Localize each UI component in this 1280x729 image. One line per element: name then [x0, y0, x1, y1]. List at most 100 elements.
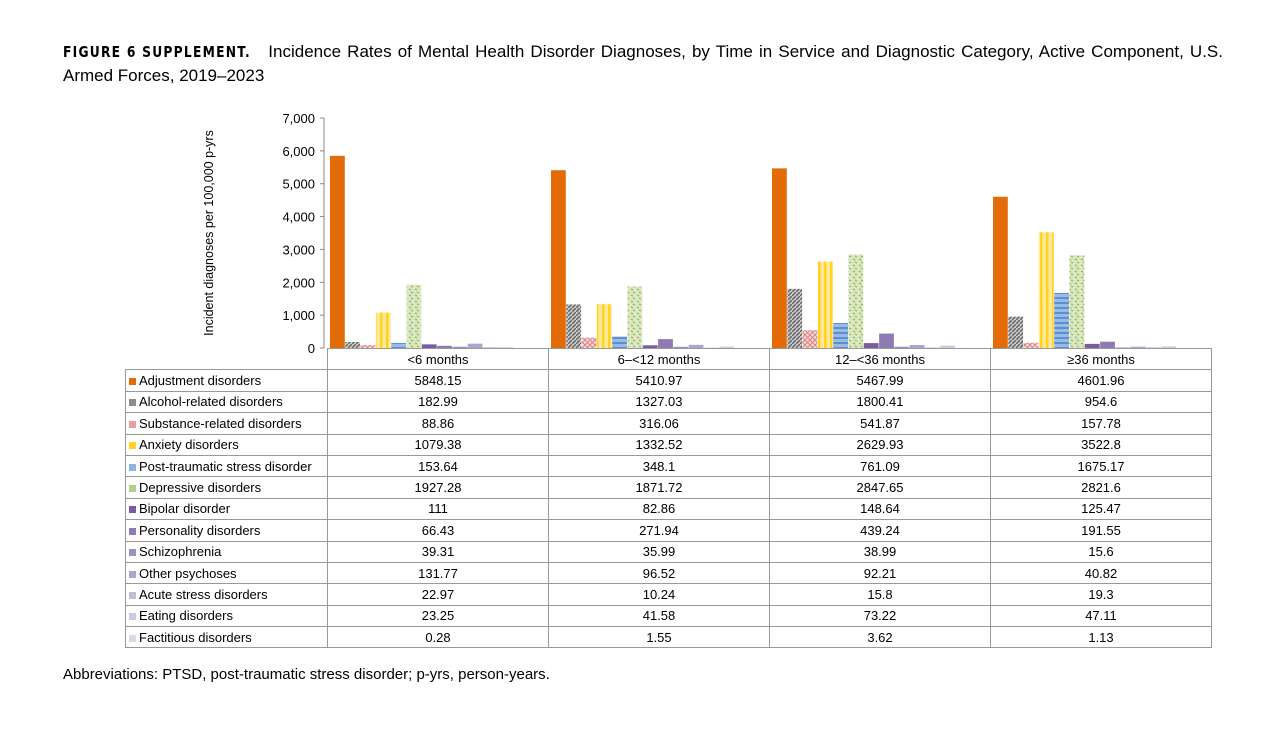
series-name: Factitious disorders: [139, 629, 252, 645]
table-cell: 182.99: [327, 390, 549, 414]
bar: [1008, 316, 1024, 348]
bar: [360, 345, 376, 348]
bar: [581, 337, 597, 348]
bar: [1084, 343, 1100, 348]
table-row: Bipolar disorder 111 82.86 148.64 125.47: [125, 497, 1212, 521]
bar-chart: Incident diagnoses per 100,000 p-yrs 01,…: [202, 111, 1192, 356]
bar: [1054, 292, 1069, 348]
bar: [483, 347, 498, 348]
table-cell: 1332.52: [548, 433, 770, 456]
column-header: <6 months: [327, 347, 549, 371]
legend-swatch: [129, 613, 136, 621]
bar: [375, 312, 391, 348]
series-name: Eating disorders: [139, 608, 233, 624]
table-cell: 316.06: [548, 412, 770, 435]
table-row: Alcohol-related disorders 182.99 1327.03 18…: [125, 390, 1212, 414]
y-tick-label: 2,000: [282, 275, 315, 290]
table-cell: 3522.8: [990, 433, 1212, 456]
bar: [925, 347, 940, 348]
bar: [467, 343, 483, 348]
legend-swatch: [129, 506, 136, 514]
bar: [1115, 347, 1131, 348]
y-tick-label: 4,000: [282, 210, 315, 225]
table-cell: 82.86: [548, 497, 770, 521]
series-name: Personality disorders: [139, 522, 261, 538]
bar: [1069, 255, 1085, 348]
series-name: Depressive disorders: [139, 480, 262, 496]
bar: [848, 254, 864, 348]
bar: [452, 346, 468, 348]
y-tick-label: 5,000: [282, 177, 315, 192]
table-cell: 1.13: [990, 626, 1212, 649]
legend-swatch: [129, 570, 136, 578]
table-header-row: <6 months 6–<12 months 12–<36 months ≥36 mo…: [125, 347, 1212, 371]
table-row: Other psychoses 131.77 96.52 92.21 40.82: [125, 561, 1212, 585]
bar: [642, 345, 658, 348]
table-cell: 125.47: [990, 497, 1212, 521]
y-tick-label: 3,000: [282, 242, 315, 257]
bar: [1100, 341, 1115, 348]
table-cell: 1.55: [548, 626, 770, 649]
table-cell: 88.86: [327, 412, 549, 435]
table-cell: 439.24: [769, 519, 991, 542]
figure-label: FIGURE 6 SUPPLEMENT.: [63, 43, 251, 61]
legend-swatch: [129, 591, 136, 599]
series-name: Acute stress disorders: [139, 586, 268, 602]
data-table: <6 months 6–<12 months 12–<36 months ≥36 mo…: [125, 347, 1212, 649]
table-row: Adjustment disorders 5848.15 5410.97 5467.9…: [125, 369, 1212, 392]
bar: [345, 341, 361, 348]
bar: [612, 336, 627, 348]
table-cell: 111: [327, 497, 549, 521]
bar: [719, 346, 735, 348]
table-cell: 73.22: [769, 604, 991, 628]
table-cell: 4601.96: [990, 369, 1212, 392]
bar: [688, 344, 704, 348]
bar: [909, 344, 925, 348]
table-cell: 271.94: [548, 519, 770, 542]
bar: [391, 342, 406, 348]
bar: [940, 345, 956, 348]
table-row: Personality disorders 66.43 271.94 439.24 19…: [125, 519, 1212, 542]
table-cell: 19.3: [990, 583, 1212, 606]
bar: [1023, 342, 1039, 348]
bar: [498, 347, 514, 348]
table-row: Acute stress disorders 22.97 10.24 15.8 19.3: [125, 583, 1212, 606]
bar: [1130, 346, 1146, 348]
bar: [658, 339, 673, 348]
legend-swatch: [129, 634, 136, 642]
table-cell: 148.64: [769, 497, 991, 521]
bar: [863, 343, 879, 348]
table-row: Substance-related disorders 88.86 316.06 54…: [125, 412, 1212, 435]
table-cell: 92.21: [769, 561, 991, 585]
bar: [787, 288, 803, 348]
bar: [673, 346, 689, 348]
table-row: Schizophrenia 39.31 35.99 38.99 15.6: [125, 540, 1212, 563]
bar: [1038, 232, 1054, 348]
table-cell: 38.99: [769, 540, 991, 563]
table-cell: 39.31: [327, 540, 549, 563]
legend-swatch: [129, 485, 136, 493]
table-row: Factitious disorders 0.28 1.55 3.62 1.13: [125, 626, 1212, 649]
table-cell: 0.28: [327, 626, 549, 649]
legend-swatch: [129, 527, 136, 535]
table-cell: 5467.99: [769, 369, 991, 392]
bar: [551, 170, 566, 348]
table-cell: 1675.17: [990, 454, 1212, 478]
y-tick-label: 7,000: [282, 111, 315, 126]
bar: [421, 344, 437, 348]
table-cell: 954.6: [990, 390, 1212, 414]
table-cell: 348.1: [548, 454, 770, 478]
table-cell: 131.77: [327, 561, 549, 585]
series-name: Schizophrenia: [139, 544, 222, 560]
table-row: Post-traumatic stress disorder 153.64 348.…: [125, 454, 1212, 478]
table-cell: 1871.72: [548, 476, 770, 499]
series-name: Alcohol-related disorders: [139, 394, 283, 410]
column-header: 12–<36 months: [769, 347, 991, 371]
column-header: ≥36 months: [990, 347, 1212, 371]
legend-swatch: [129, 399, 136, 407]
table-cell: 40.82: [990, 561, 1212, 585]
table-cell: 1800.41: [769, 390, 991, 414]
legend-swatch: [129, 420, 136, 428]
bar: [330, 155, 345, 348]
